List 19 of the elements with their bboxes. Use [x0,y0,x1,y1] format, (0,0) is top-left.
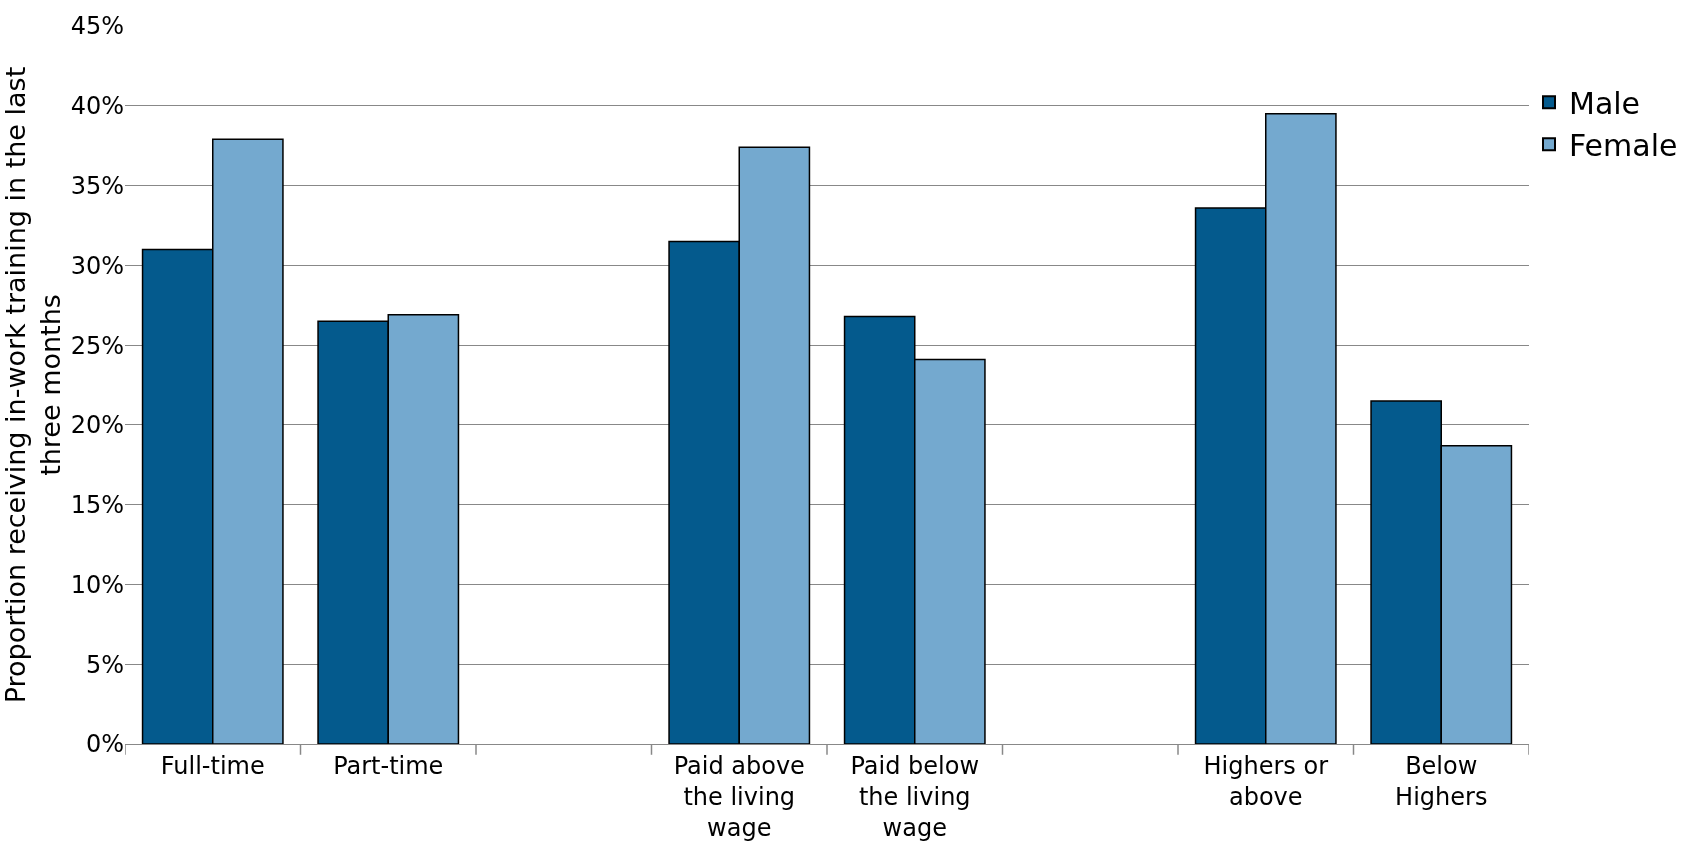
y-tick-label: 0% [85,730,124,759]
y-tick-label: 45% [70,12,124,41]
x-tick-label: Part-time [333,751,444,780]
legend-label: Female [1569,127,1678,163]
y-tick-label: 20% [70,411,124,440]
y-tick-label: 15% [70,491,124,520]
x-tick-label: Paid above the living wage [673,751,805,843]
y-tick-label: 35% [70,171,124,200]
legend-label: Male [1569,85,1641,121]
y-tick-label: 30% [70,251,124,280]
x-tick-label: Paid below the living wage [850,751,980,843]
x-tick-label: Highers or above [1203,751,1329,811]
y-tick-label: 25% [70,331,124,360]
x-tick-label: Full-time [160,751,265,780]
y-tick-label: 40% [70,92,124,121]
y-tick-label: 10% [70,570,124,599]
y-axis-title: Proportion receiving in-work training in the last three months [0,66,67,704]
y-tick-label: 5% [85,650,124,679]
x-tick-label: Below Highers [1395,751,1488,811]
